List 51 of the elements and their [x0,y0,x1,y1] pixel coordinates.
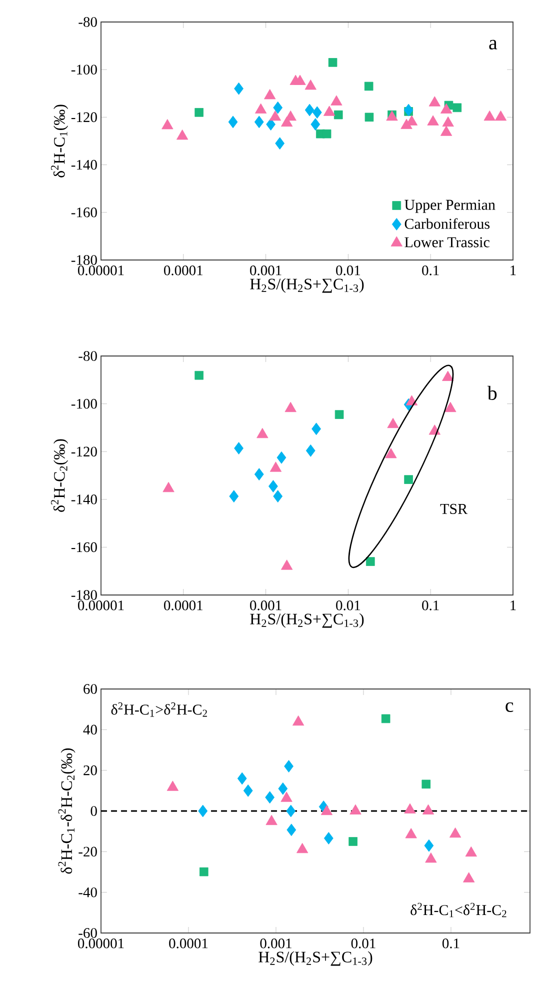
annotation: TSR [440,504,468,514]
x-axis-title: H$_{2}$S/(H$_{2}$S+∑C$_{1-3}$) [258,951,372,966]
y-tick-label: -40 [78,887,97,898]
x-tick-label: 0.0001 [169,938,208,948]
y-axis-title: δ$^{2}$H-C$_{2}$(‰) [50,439,68,512]
x-tick-label: 0.00001 [78,266,124,276]
y-tick-label: -180 [71,590,97,600]
x-axis-title: H$_{2}$S/(H$_{2}$S+∑C$_{1-3}$) [250,613,364,628]
annotation: δ$^{2}$H-C$_{1}$>δ$^{2}$H-C$_{2}$ [111,702,207,717]
y-tick-label: -120 [71,446,97,456]
x-tick-label: 0.01 [336,600,360,610]
legend-label: Upper Permian [404,200,496,213]
y-tick-label: -20 [78,846,97,857]
y-tick-label: -100 [71,64,97,74]
x-tick-label: 1 [510,600,516,610]
y-tick-label: 60 [84,684,97,694]
legend-label: Carboniferous [404,218,490,229]
x-tick-label: 0.1 [422,600,439,610]
annotation: c [506,702,514,712]
x-tick-label: 0.1 [442,938,460,948]
y-tick-label: 20 [84,765,97,776]
x-axis-title: H$_{2}$S/(H$_{2}$S+∑C$_{1-3}$) [250,278,364,293]
x-tick-label: 0.01 [351,938,376,948]
y-axis-title: δ$^{2}$H-C$_{1}$(‰) [50,104,68,178]
y-tick-label: -140 [71,494,97,504]
y-tick-label: -160 [71,542,97,552]
y-tick-label: -80 [78,351,97,361]
x-tick-label: 0.00001 [78,938,124,948]
x-tick-label: 0.001 [250,266,282,276]
x-tick-label: 0.001 [260,938,292,948]
x-tick-label: 0.01 [336,266,360,276]
y-tick-label: -120 [71,112,97,122]
y-tick-label: -100 [71,398,97,409]
y-tick-label: 40 [83,724,97,735]
x-tick-label: 0.0001 [164,600,202,610]
y-tick-label: -80 [78,17,97,27]
x-tick-label: 0.001 [250,600,282,610]
annotation: b [487,386,497,400]
x-tick-label: 0.1 [422,266,439,276]
y-tick-label: -180 [71,255,97,265]
x-tick-label: 1 [510,266,516,276]
annotation: δ$^{2}$H-C$_{1}$<δ$^{2}$H-C$_{2}$ [410,902,506,918]
annotation: a [489,40,498,50]
y-tick-label: -140 [71,160,97,170]
x-tick-label: 0.0001 [164,266,202,276]
y-tick-label: 0 [90,806,97,816]
text: δ$^{2}$H-C$_{1}$-δ$^{2}$H-C$_{2}$(‰) [58,748,76,874]
y-tick-label: -160 [71,208,97,218]
y-tick-label: -60 [78,928,97,938]
x-tick-label: 0.00001 [78,600,124,610]
legend-label: Lower Trassic [404,237,490,248]
